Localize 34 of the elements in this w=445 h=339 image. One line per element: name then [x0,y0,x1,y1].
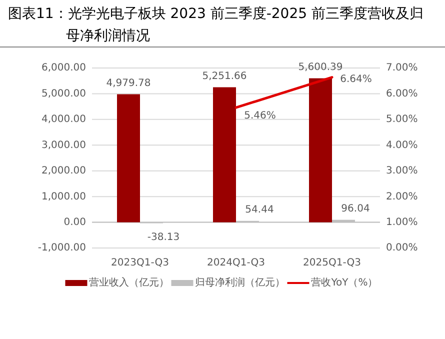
data-label: 6.64% [340,74,372,85]
legend-label: 营业收入（亿元） [89,276,170,289]
y2-tick-label: 6.00% [386,88,418,100]
data-label: 5,600.39 [298,62,343,74]
y2-tick-label: 1.00% [386,217,418,228]
y2-tick-label: 5.00% [386,114,418,126]
bar [213,87,236,222]
bar [117,94,140,222]
chart-title: 图表11：光学光电子板块 2023 前三季度-2025 前三季度营收及归母净利润情况 [8,6,424,44]
data-label: 96.04 [341,204,370,215]
y-tick-label: 4,000.00 [41,114,86,126]
y-tick-label: 1,000.00 [41,191,86,202]
y-tick-label: 2,000.00 [41,166,86,177]
y-tick-label: 5,000.00 [41,88,86,100]
x-tick-label: 2025Q1-Q3 [303,258,361,269]
data-label: 54.44 [245,204,274,216]
x-tick-label: 2024Q1-Q3 [207,258,265,269]
y2-tick-label: 3.00% [386,166,418,177]
legend-label: 归母净利润（亿元） [195,276,286,289]
bar [309,78,332,222]
y-tick-label: 0.00 [64,217,86,228]
y-tick-label: 3,000.00 [41,140,86,151]
x-tick-label: 2023Q1-Q3 [111,258,169,269]
legend-label: 营收YoY（%） [311,276,378,289]
data-label: -38.13 [147,232,180,244]
data-label: 5,251.66 [202,70,247,82]
y-tick-label: -1,000.00 [38,242,86,254]
data-label: 4,979.78 [106,78,151,89]
y2-tick-label: 2.00% [386,191,418,202]
data-label: 5.46% [244,110,276,122]
y2-tick-label: 7.00% [386,62,418,74]
y2-tick-label: 4.00% [386,140,418,151]
y2-tick-label: 0.00% [386,242,418,254]
y-tick-label: 6,000.00 [41,62,86,74]
